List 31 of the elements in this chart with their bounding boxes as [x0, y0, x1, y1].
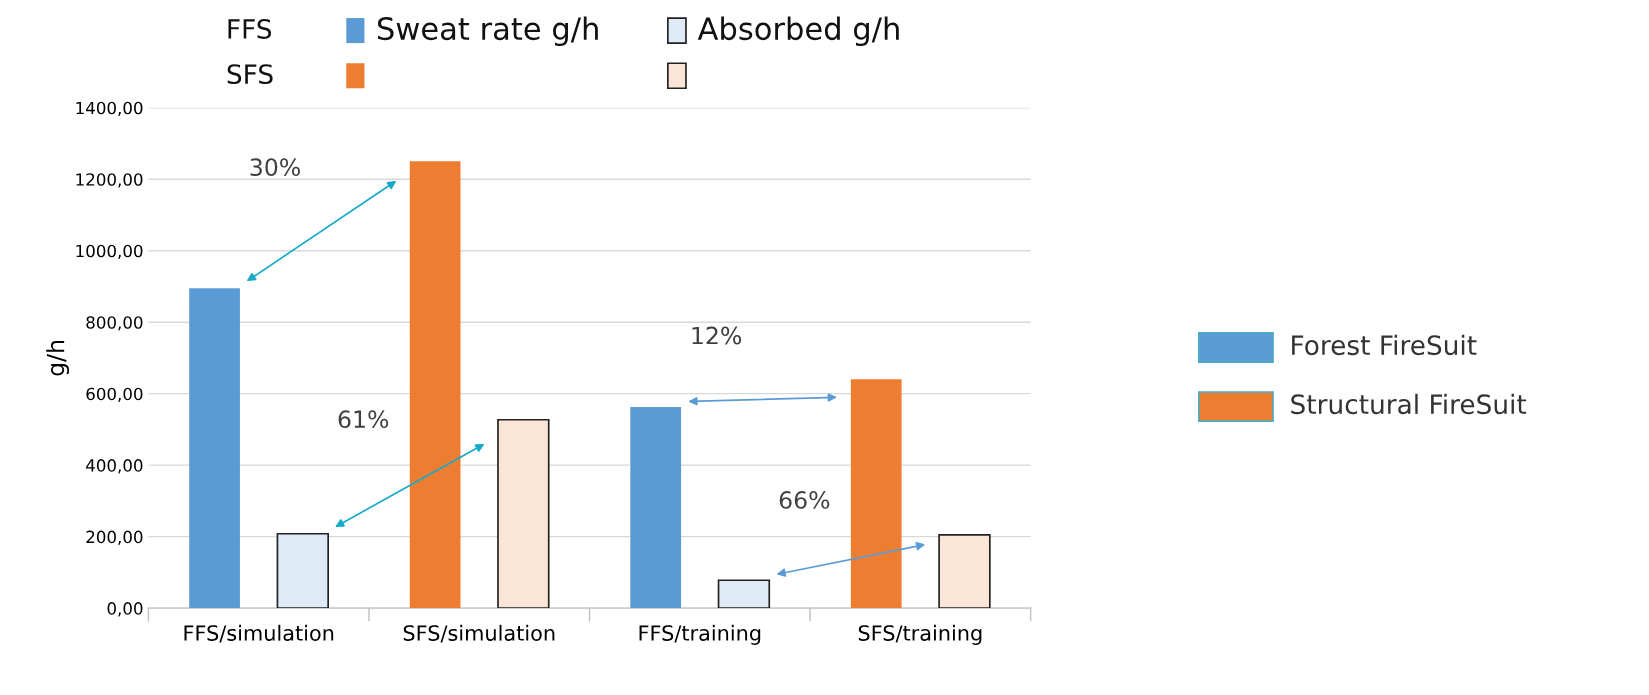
text: Forest FireSuit — [1292, 334, 1477, 356]
annotation: 12% — [692, 326, 742, 345]
bar — [189, 288, 240, 609]
text: FFS — [228, 18, 272, 39]
y-tick-label: 1000,00 — [76, 244, 143, 259]
bar — [850, 379, 902, 609]
text: Structural FireSuit — [1291, 393, 1527, 415]
y-axis-title: g/h — [46, 340, 70, 376]
x-tick-label: FFS/training — [639, 624, 761, 645]
bar — [497, 418, 550, 609]
bar — [717, 579, 771, 609]
legend-label: Absorbed g/h — [697, 16, 899, 47]
x-tick-label: FFS/simulation — [184, 624, 334, 643]
y-tick-label: 800,00 — [86, 316, 143, 331]
x-tick-label: SFS/simulation — [403, 624, 555, 643]
y-tick-label: 400,00 — [86, 459, 143, 474]
legend-label: Sweat rate g/h — [377, 16, 598, 47]
bar — [276, 532, 329, 609]
y-tick-label: 1400,00 — [76, 101, 143, 116]
text: SFS — [227, 64, 273, 85]
bar — [630, 406, 682, 609]
bar — [409, 161, 461, 609]
x-tick-label: SFS/training — [858, 624, 982, 645]
y-tick-label: 0,00 — [107, 602, 143, 617]
annotation: 61% — [338, 410, 389, 429]
annotation: 30% — [250, 158, 300, 177]
bar — [938, 534, 991, 609]
y-tick-label: 1200,00 — [76, 173, 143, 188]
y-tick-label: 200,00 — [86, 530, 143, 545]
annotation: 66% — [779, 490, 830, 509]
y-tick-label: 600,00 — [86, 387, 143, 402]
